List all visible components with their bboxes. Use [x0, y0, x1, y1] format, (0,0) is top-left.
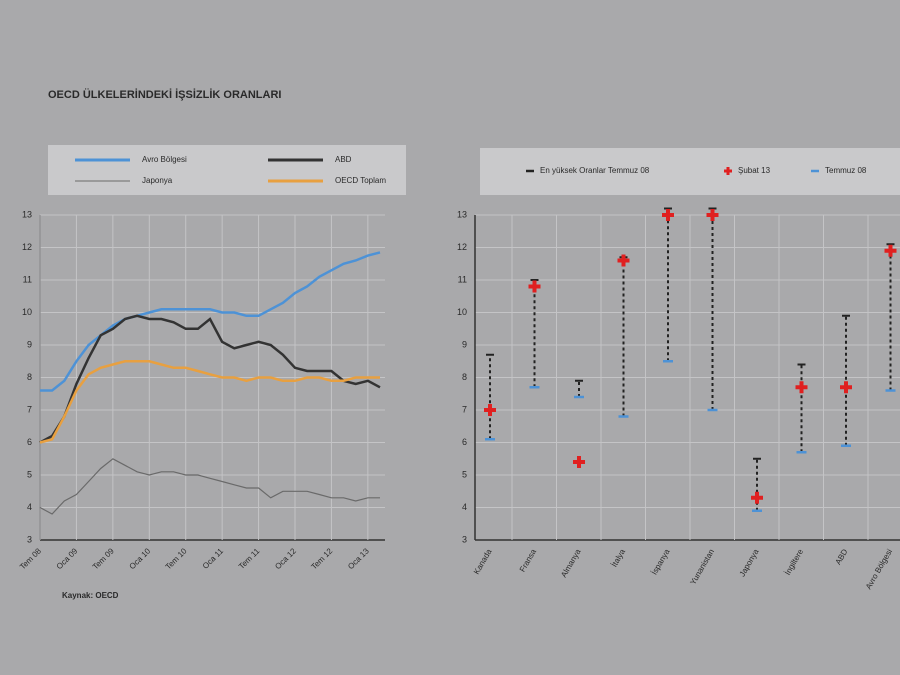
feb13-marker — [662, 209, 674, 221]
feb13-marker — [884, 244, 897, 257]
y-tick-label: 3 — [462, 534, 467, 544]
y-tick-label: 3 — [27, 534, 32, 544]
y-tick-label: 7 — [462, 404, 467, 414]
y-tick-label: 4 — [462, 502, 467, 512]
y-tick-label: 5 — [27, 469, 32, 479]
y-tick-label: 6 — [462, 437, 467, 447]
feb13-marker — [706, 209, 719, 221]
legend-label: ABD — [335, 155, 352, 164]
y-tick-label: 11 — [23, 274, 32, 284]
legend-label: Avro Bölgesi — [142, 155, 187, 164]
y-tick-label: 11 — [458, 274, 467, 284]
y-tick-label: 12 — [457, 242, 467, 252]
legend-label: Japonya — [142, 176, 173, 185]
y-tick-label: 9 — [27, 339, 32, 349]
y-tick-label: 6 — [27, 437, 32, 447]
feb13-marker — [840, 381, 852, 394]
y-tick-label: 13 — [22, 209, 32, 219]
y-tick-label: 9 — [462, 339, 467, 349]
legend-label: OECD Toplam — [335, 176, 386, 185]
feb13-marker — [617, 254, 630, 267]
y-tick-label: 7 — [27, 404, 32, 414]
line-series — [39, 314, 381, 444]
y-tick-label: 12 — [22, 242, 32, 252]
title: OECD ÜLKELERİNDEKİ İŞSİZLİK ORANLARI — [48, 88, 281, 101]
line-series — [40, 251, 381, 392]
y-tick-label: 13 — [457, 209, 467, 219]
feb13-marker — [484, 404, 496, 416]
feb13-marker — [573, 456, 585, 468]
feb13-marker — [795, 381, 808, 394]
y-tick-label: 4 — [27, 502, 32, 512]
line-series — [39, 360, 380, 444]
legend-label: Şubat 13 — [738, 166, 771, 175]
feb13-marker — [528, 280, 541, 293]
y-tick-label: 10 — [457, 307, 467, 317]
feb13-marker — [751, 491, 763, 504]
legend-label: En yüksek Oranlar Temmuz 08 — [540, 166, 650, 175]
y-tick-label: 5 — [462, 469, 467, 479]
legend-box — [48, 145, 406, 195]
legend-swatch — [724, 167, 732, 175]
y-tick-label: 8 — [27, 372, 32, 382]
y-tick-label: 10 — [22, 307, 32, 317]
line-series — [39, 458, 380, 515]
legend-box — [480, 148, 900, 195]
source: Kaynak: OECD — [62, 591, 119, 600]
legend-label: Temmuz 08 — [825, 166, 867, 175]
y-tick-label: 8 — [462, 372, 467, 382]
